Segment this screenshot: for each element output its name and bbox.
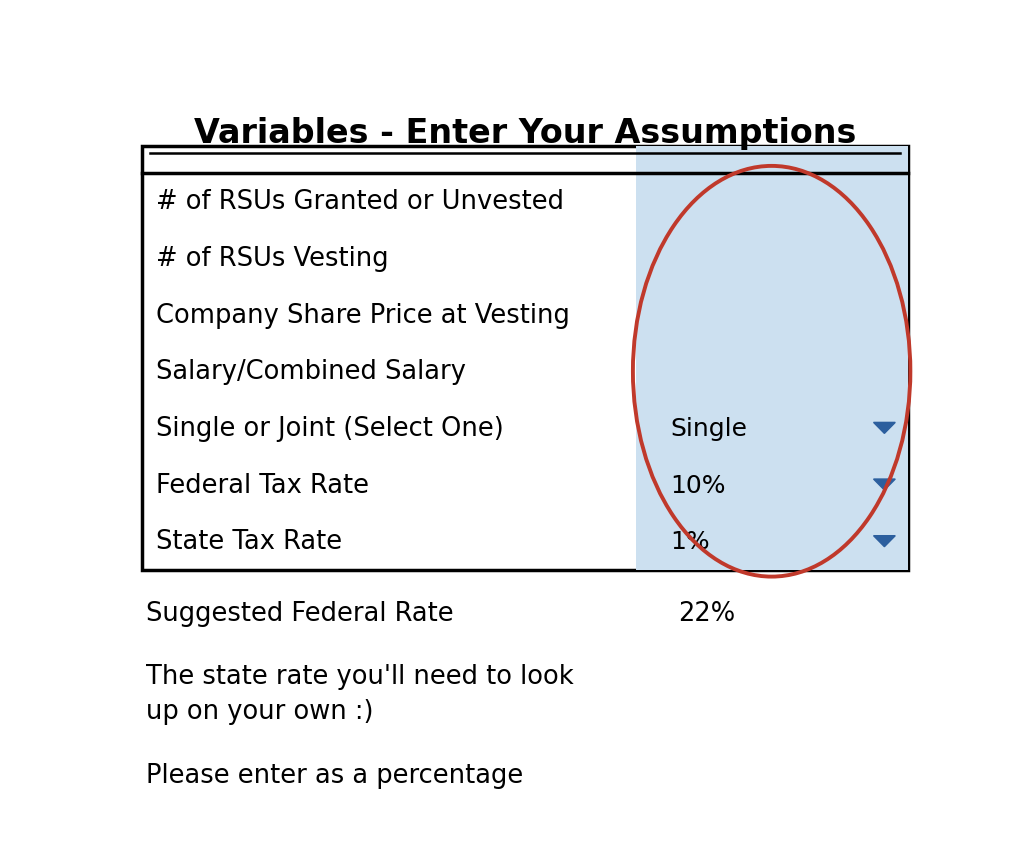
Text: State Tax Rate: State Tax Rate [156, 528, 342, 555]
Polygon shape [873, 480, 895, 491]
Text: Please enter as a percentage: Please enter as a percentage [145, 763, 523, 788]
Text: Company Share Price at Vesting: Company Share Price at Vesting [156, 302, 569, 328]
Text: 10%: 10% [671, 473, 726, 497]
Text: Variables - Enter Your Assumptions: Variables - Enter Your Assumptions [194, 118, 856, 150]
Text: Salary/Combined Salary: Salary/Combined Salary [156, 359, 466, 385]
Polygon shape [873, 423, 895, 434]
Text: Suggested Federal Rate: Suggested Federal Rate [145, 601, 454, 626]
Text: # of RSUs Granted or Unvested: # of RSUs Granted or Unvested [156, 189, 564, 215]
Text: # of RSUs Vesting: # of RSUs Vesting [156, 245, 388, 272]
FancyBboxPatch shape [142, 147, 907, 570]
FancyBboxPatch shape [636, 147, 907, 570]
Text: The state rate you'll need to look
up on your own :): The state rate you'll need to look up on… [145, 664, 573, 724]
Text: Single: Single [671, 417, 748, 440]
Text: 22%: 22% [678, 601, 735, 626]
Text: Single or Joint (Select One): Single or Joint (Select One) [156, 416, 504, 441]
Polygon shape [873, 536, 895, 547]
Text: Federal Tax Rate: Federal Tax Rate [156, 472, 369, 498]
Text: 1%: 1% [671, 530, 710, 554]
